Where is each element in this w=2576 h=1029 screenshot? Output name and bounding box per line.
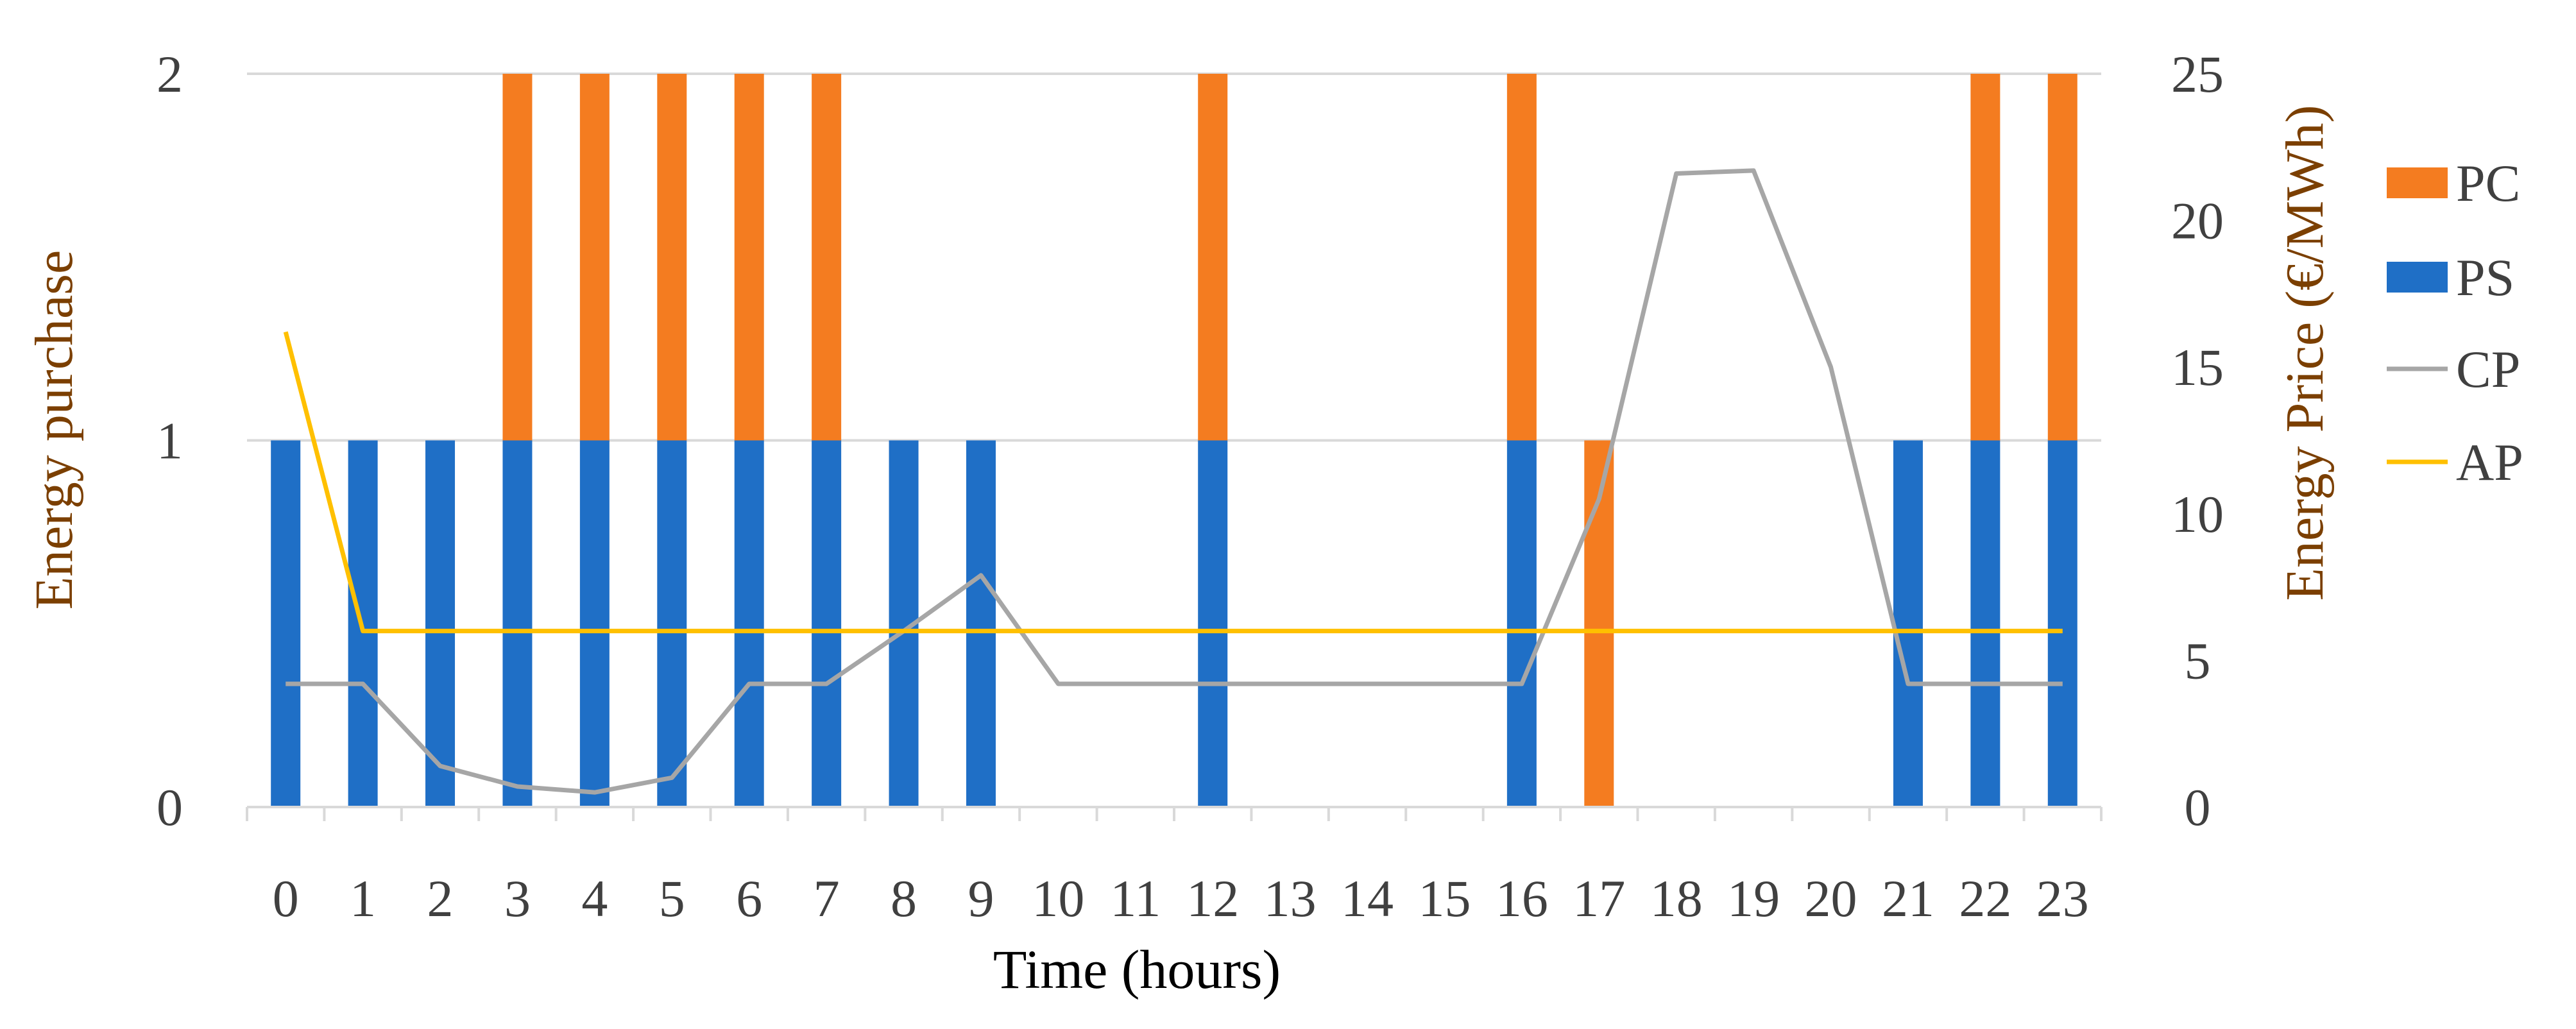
x-tick-label: 16 (1496, 869, 1548, 928)
bar-ps-5 (657, 440, 687, 807)
x-tick-label: 23 (2036, 869, 2089, 928)
bar-ps-23 (2047, 440, 2077, 807)
y-tick-label: 0 (157, 778, 183, 837)
y2-tick-label: 15 (2171, 338, 2224, 396)
x-tick-label: 1 (350, 869, 376, 928)
bar-pc-7 (812, 74, 842, 441)
y2-tick-label: 5 (2185, 631, 2211, 690)
bar-ps-6 (734, 440, 764, 807)
legend-label-cp: CP (2456, 340, 2520, 398)
legend-label-ap: AP (2456, 433, 2523, 491)
bar-pc-16 (1506, 74, 1537, 441)
x-tick-labels: 0 1 2 3 4 5 6 7 8 9 10 11 12 13 14 15 16 17 18 19 20 21 22 23 (273, 869, 2089, 928)
bar-pc-5 (657, 74, 687, 441)
y-tick-label: 1 (157, 412, 183, 470)
bar-ps-16 (1506, 440, 1537, 807)
bar-ps-22 (1970, 440, 2000, 807)
axes (246, 806, 2103, 821)
bar-pc-12 (1198, 74, 1228, 441)
line-cp (286, 168, 2063, 795)
legend-label-pc: PC (2456, 154, 2520, 212)
bar-ps-4 (579, 440, 610, 807)
x-tick-label: 12 (1186, 869, 1239, 928)
x-tick-label: 3 (504, 869, 531, 928)
line-ap (283, 331, 2063, 634)
x-tick-label: 5 (659, 869, 685, 928)
bar-pc-4 (579, 74, 610, 441)
x-tick-label: 0 (273, 869, 299, 928)
legend-label-ps: PS (2456, 248, 2514, 307)
x-tick-label: 9 (968, 869, 994, 928)
bar-ps-7 (812, 440, 842, 807)
bar-ps-9 (966, 440, 996, 807)
legend: PC PS CP AP (2387, 154, 2523, 491)
x-tick-label: 10 (1032, 869, 1084, 928)
bar-ps-2 (425, 440, 456, 807)
x-tick-label: 8 (891, 869, 917, 928)
bar-ps-12 (1198, 440, 1228, 807)
x-tick-label: 11 (1110, 869, 1161, 928)
y-axis-label-left: Energy purchase (24, 250, 84, 610)
x-tick-label: 2 (427, 869, 454, 928)
legend-swatch-pc (2387, 167, 2448, 198)
x-axis-label: Time (hours) (993, 939, 1281, 1000)
x-tick-label: 13 (1264, 869, 1317, 928)
bar-ps-21 (1893, 440, 1923, 807)
y-tick-labels-left: 0 1 2 (157, 45, 183, 837)
bars (271, 74, 2077, 807)
x-tick-label: 15 (1418, 869, 1471, 928)
bar-pc-23 (2047, 74, 2077, 441)
x-tick-label: 6 (736, 869, 762, 928)
legend-swatch-ps (2387, 262, 2448, 293)
y2-tick-label: 0 (2185, 778, 2211, 837)
x-tick-label: 7 (814, 869, 840, 928)
bar-pc-22 (1970, 74, 2000, 441)
y2-tick-label: 10 (2171, 485, 2224, 543)
x-tick-label: 17 (1573, 869, 1625, 928)
y-axis-label-right: Energy Price (€/MWh) (2275, 105, 2335, 601)
y-tick-labels-right: 0 5 10 15 20 25 (2171, 45, 2224, 837)
bar-ps-3 (502, 440, 533, 807)
bar-ps-0 (271, 440, 301, 807)
x-tick-label: 20 (1805, 869, 1857, 928)
x-tick-label: 21 (1882, 869, 1934, 928)
x-tick-label: 4 (581, 869, 608, 928)
x-tick-label: 18 (1650, 869, 1703, 928)
bar-pc-3 (502, 74, 533, 441)
y-tick-label: 2 (157, 45, 183, 103)
y2-tick-label: 25 (2171, 45, 2224, 103)
bar-pc-6 (734, 74, 764, 441)
x-tick-label: 14 (1341, 869, 1394, 928)
x-tick-label: 22 (1959, 869, 2011, 928)
x-tick-label: 19 (1727, 869, 1780, 928)
y2-tick-label: 20 (2171, 192, 2224, 250)
price-lines (283, 168, 2063, 795)
